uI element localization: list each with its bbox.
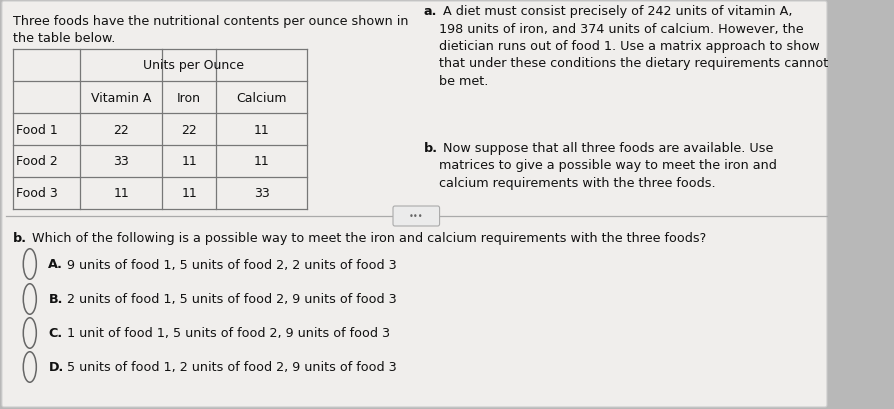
Text: Which of the following is a possible way to meet the iron and calcium requiremen: Which of the following is a possible way… [28, 231, 706, 245]
FancyBboxPatch shape [2, 2, 827, 407]
Text: 11: 11 [114, 187, 129, 200]
Text: 11: 11 [181, 155, 197, 168]
Text: b.: b. [13, 231, 27, 245]
Text: Three foods have the nutritional contents per ounce shown in: Three foods have the nutritional content… [13, 15, 409, 28]
Text: 9 units of food 1, 5 units of food 2, 2 units of food 3: 9 units of food 1, 5 units of food 2, 2 … [63, 258, 397, 271]
Text: A diet must consist precisely of 242 units of vitamin A,
198 units of iron, and : A diet must consist precisely of 242 uni… [439, 5, 828, 88]
Text: Food 3: Food 3 [16, 187, 57, 200]
Text: b.: b. [424, 142, 438, 155]
Text: A.: A. [48, 258, 63, 271]
Text: 11: 11 [254, 155, 270, 168]
Text: Units per Ounce: Units per Ounce [143, 59, 244, 72]
Text: Vitamin A: Vitamin A [91, 91, 151, 104]
Text: 33: 33 [114, 155, 129, 168]
Text: 2 units of food 1, 5 units of food 2, 9 units of food 3: 2 units of food 1, 5 units of food 2, 9 … [63, 293, 397, 306]
Text: a.: a. [424, 5, 437, 18]
Text: Iron: Iron [177, 91, 201, 104]
Text: the table below.: the table below. [13, 32, 115, 45]
Text: Food 2: Food 2 [16, 155, 57, 168]
Text: 22: 22 [181, 123, 197, 136]
Text: 11: 11 [254, 123, 270, 136]
Text: Calcium: Calcium [236, 91, 287, 104]
Text: 1 unit of food 1, 5 units of food 2, 9 units of food 3: 1 unit of food 1, 5 units of food 2, 9 u… [63, 327, 391, 339]
Text: •••: ••• [409, 212, 424, 221]
FancyBboxPatch shape [393, 207, 440, 227]
Text: 33: 33 [254, 187, 270, 200]
Text: 5 units of food 1, 2 units of food 2, 9 units of food 3: 5 units of food 1, 2 units of food 2, 9 … [63, 361, 397, 373]
Text: B.: B. [48, 293, 63, 306]
Text: C.: C. [48, 327, 63, 339]
Text: Food 1: Food 1 [16, 123, 57, 136]
Text: D.: D. [48, 361, 63, 373]
Text: Now suppose that all three foods are available. Use
matrices to give a possible : Now suppose that all three foods are ava… [439, 142, 777, 189]
Text: 11: 11 [181, 187, 197, 200]
Text: 22: 22 [114, 123, 129, 136]
